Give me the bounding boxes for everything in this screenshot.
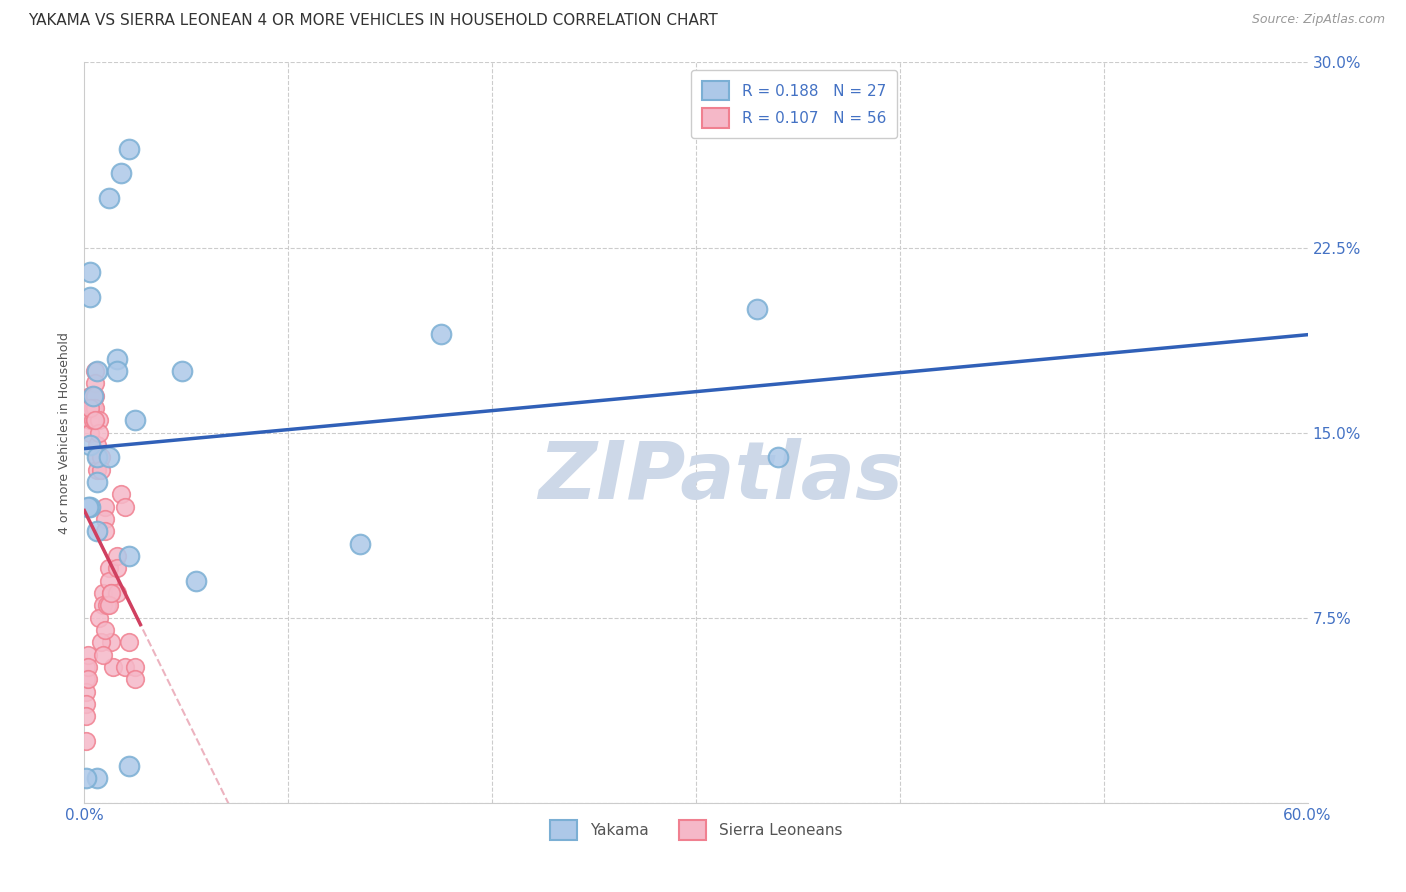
Point xyxy=(86,364,108,378)
Point xyxy=(83,364,105,378)
Point xyxy=(86,462,108,476)
Point xyxy=(97,450,120,465)
Point xyxy=(86,438,108,452)
Point xyxy=(90,462,112,476)
Y-axis label: 4 or more Vehicles in Household: 4 or more Vehicles in Household xyxy=(58,332,72,533)
Point xyxy=(97,561,120,575)
Point xyxy=(79,290,101,304)
Point xyxy=(105,586,128,600)
Point xyxy=(118,758,141,772)
Point xyxy=(766,450,789,465)
Text: Source: ZipAtlas.com: Source: ZipAtlas.com xyxy=(1251,13,1385,27)
Text: YAKAMA VS SIERRA LEONEAN 4 OR MORE VEHICLES IN HOUSEHOLD CORRELATION CHART: YAKAMA VS SIERRA LEONEAN 4 OR MORE VEHIC… xyxy=(28,13,718,29)
Point xyxy=(105,549,128,563)
Point xyxy=(86,771,108,785)
Point xyxy=(105,561,128,575)
Point xyxy=(79,401,101,415)
Point xyxy=(93,524,115,539)
Point xyxy=(100,586,122,600)
Point xyxy=(100,586,122,600)
Point xyxy=(90,450,112,465)
Point xyxy=(105,364,128,378)
Point xyxy=(79,500,101,514)
Point xyxy=(77,500,100,514)
Point xyxy=(124,660,146,674)
Point xyxy=(96,599,118,613)
Point xyxy=(83,413,105,427)
Point xyxy=(82,413,104,427)
Point xyxy=(75,660,97,674)
Point xyxy=(91,599,114,613)
Point xyxy=(86,524,108,539)
Point xyxy=(79,425,101,440)
Text: ZIPatlas: ZIPatlas xyxy=(538,438,903,516)
Point xyxy=(79,401,101,415)
Point xyxy=(79,265,101,279)
Point xyxy=(114,660,136,674)
Point xyxy=(110,487,132,501)
Point xyxy=(172,364,194,378)
Point xyxy=(82,388,104,402)
Point xyxy=(124,413,146,427)
Point xyxy=(79,438,101,452)
Point xyxy=(349,536,371,550)
Point xyxy=(77,673,100,687)
Point xyxy=(83,413,105,427)
Point xyxy=(118,635,141,649)
Point xyxy=(110,166,132,180)
Point xyxy=(97,191,120,205)
Point xyxy=(83,376,105,391)
Point xyxy=(86,450,108,465)
Point xyxy=(87,425,110,440)
Point xyxy=(430,326,453,341)
Point xyxy=(114,500,136,514)
Point xyxy=(100,635,122,649)
Point xyxy=(87,610,110,624)
Point xyxy=(83,388,105,402)
Point xyxy=(93,500,115,514)
Point xyxy=(105,351,128,366)
Point xyxy=(75,734,97,748)
Point xyxy=(93,623,115,637)
Point xyxy=(77,648,100,662)
Point xyxy=(83,401,105,415)
Point xyxy=(75,771,97,785)
Point xyxy=(86,475,108,489)
Point xyxy=(186,574,208,588)
Point xyxy=(97,599,120,613)
Point xyxy=(79,388,101,402)
Point xyxy=(82,388,104,402)
Point xyxy=(75,709,97,723)
Point xyxy=(118,142,141,156)
Point xyxy=(82,401,104,415)
Point xyxy=(90,635,112,649)
Point xyxy=(93,512,115,526)
Point xyxy=(79,413,101,427)
Point xyxy=(75,697,97,711)
Legend: Yakama, Sierra Leoneans: Yakama, Sierra Leoneans xyxy=(538,810,853,851)
Point xyxy=(87,413,110,427)
Point xyxy=(77,660,100,674)
Point xyxy=(75,673,97,687)
Point xyxy=(86,450,108,465)
Point xyxy=(747,302,769,317)
Point xyxy=(91,586,114,600)
Point xyxy=(118,549,141,563)
Point xyxy=(75,685,97,699)
Point xyxy=(97,574,120,588)
Point xyxy=(101,660,124,674)
Point xyxy=(124,673,146,687)
Point xyxy=(91,648,114,662)
